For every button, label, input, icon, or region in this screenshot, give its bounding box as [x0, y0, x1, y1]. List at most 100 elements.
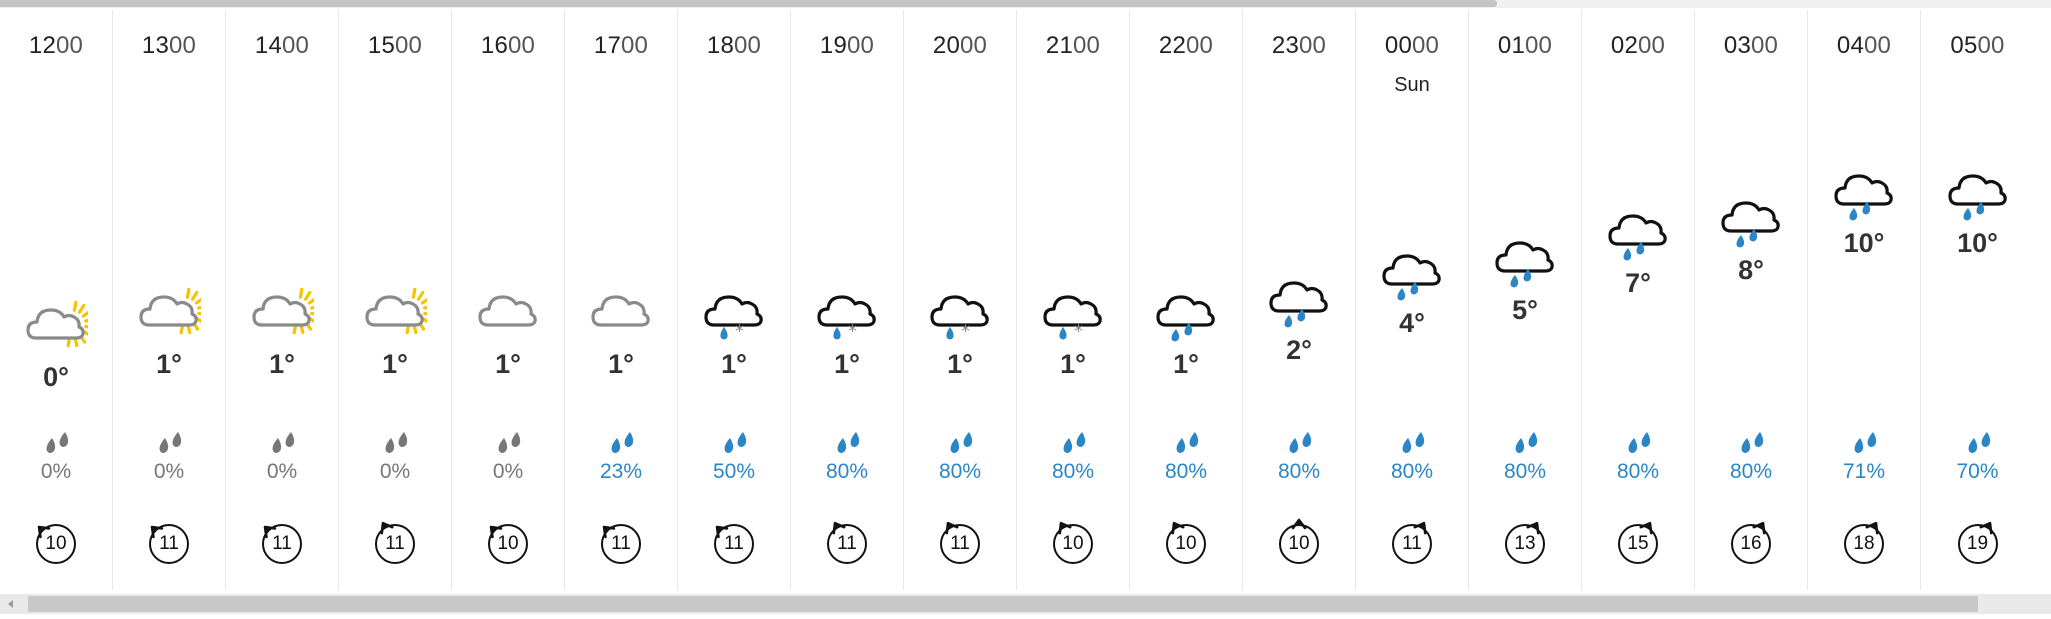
weather-summary: 1°	[452, 285, 564, 380]
weather-summary: * 1°	[678, 285, 790, 380]
wind-speed: 11	[601, 524, 641, 564]
precip-chance: 80%	[1503, 460, 1547, 483]
wind-speed: 19	[1957, 524, 1998, 564]
hour-label: 1200	[0, 32, 112, 60]
hour-column[interactable]: 0100 5° 80% 13	[1469, 10, 1582, 590]
weather-summary: 1°	[226, 285, 338, 380]
raindrops-icon	[791, 430, 903, 458]
horizontal-scrollbar-thumb[interactable]	[28, 596, 1978, 612]
hour-column[interactable]: 2100 * 1° 80% 10	[1017, 10, 1130, 590]
hourly-forecast-grid: 1200 0° 0% 10 1300 1° 0% 11 1400 1° 0% 11 1500 1° 0% 11…	[0, 10, 2051, 590]
minute-digits: 00	[1977, 32, 2005, 59]
minute-digits: 00	[169, 32, 197, 59]
precipitation: 80%	[1017, 430, 1129, 484]
precipitation: 70%	[1921, 430, 2034, 484]
hour-digits: 16	[480, 32, 508, 59]
hour-column[interactable]: 0000 Sun 4° 80% 11	[1356, 10, 1469, 590]
hour-label: 0100	[1469, 32, 1581, 60]
minute-digits: 00	[282, 32, 310, 59]
precip-chance: 71%	[1842, 460, 1886, 483]
hour-digits: 14	[254, 32, 282, 59]
hour-column[interactable]: 1500 1° 0% 11	[339, 10, 452, 590]
sleet-icon: *	[1017, 285, 1129, 345]
raindrops-icon	[1243, 430, 1355, 458]
weather-summary: * 1°	[791, 285, 903, 380]
hour-digits: 18	[706, 32, 734, 59]
precip-chance: 0%	[266, 460, 298, 483]
hour-column[interactable]: 1900 * 1° 80% 11	[791, 10, 904, 590]
precipitation: 0%	[452, 430, 564, 484]
hour-column[interactable]: 2200 1° 80% 10	[1130, 10, 1243, 590]
hour-column[interactable]: 1200 0° 0% 10	[0, 10, 113, 590]
raindrops-icon	[339, 430, 451, 458]
top-scrollbar-thumb[interactable]	[0, 0, 1497, 7]
cloud-icon	[565, 285, 677, 345]
wind-indicator: 11	[904, 520, 1016, 568]
hour-column[interactable]: 1800 * 1° 50% 11	[678, 10, 791, 590]
hour-column[interactable]: 0300 8° 80% 16	[1695, 10, 1808, 590]
weather-summary: 1°	[565, 285, 677, 380]
weather-summary: 8°	[1695, 191, 1807, 286]
precip-chance: 23%	[599, 460, 643, 483]
wind-indicator: 10	[1243, 518, 1355, 568]
weather-summary: 4°	[1356, 244, 1468, 339]
raindrops-icon	[1695, 430, 1807, 458]
precipitation: 0%	[113, 430, 225, 484]
temperature: 1°	[156, 348, 182, 379]
wind-speed: 10	[36, 524, 76, 564]
wind-speed: 15	[1618, 524, 1658, 564]
horizontal-scrollbar[interactable]	[0, 594, 2051, 614]
precip-chance: 80%	[1616, 460, 1660, 483]
svg-text:*: *	[848, 321, 857, 342]
hour-column[interactable]: 1700 1° 23% 11	[565, 10, 678, 590]
minute-digits: 00	[508, 32, 536, 59]
minute-digits: 00	[960, 32, 988, 59]
scroll-left-arrow-icon[interactable]	[0, 594, 22, 614]
hour-label: 0500	[1921, 32, 2034, 60]
hour-label: 0300	[1695, 32, 1807, 60]
raindrops-icon	[113, 430, 225, 458]
hour-column[interactable]: 0200 7° 80% 15	[1582, 10, 1695, 590]
precip-chance: 80%	[938, 460, 982, 483]
minute-digits: 00	[847, 32, 875, 59]
raindrops-icon	[1921, 430, 2034, 458]
minute-digits: 00	[395, 32, 423, 59]
wind-speed: 10	[488, 524, 528, 564]
minute-digits: 00	[1751, 32, 1779, 59]
hour-column[interactable]: 2000 * 1° 80% 11	[904, 10, 1017, 590]
precipitation: 23%	[565, 430, 677, 484]
hour-label: 1600	[452, 32, 564, 60]
hour-column[interactable]: 2300 2° 80% 10	[1243, 10, 1356, 590]
day-label: Sun	[1394, 74, 1430, 96]
wind-speed: 13	[1505, 524, 1545, 564]
rain-icon	[1243, 271, 1355, 331]
precip-chance: 0%	[492, 460, 524, 483]
hour-digits: 21	[1045, 32, 1073, 59]
wind-speed: 11	[1392, 524, 1432, 564]
hour-column[interactable]: 1400 1° 0% 11	[226, 10, 339, 590]
raindrops-icon	[1469, 430, 1581, 458]
hour-digits: 02	[1610, 32, 1638, 59]
hour-label: 0200	[1582, 32, 1694, 60]
hour-label: 0000	[1356, 32, 1468, 60]
top-scrollbar[interactable]	[0, 0, 2051, 8]
minute-digits: 00	[1186, 32, 1214, 59]
temperature: 1°	[1173, 348, 1199, 379]
temperature: 8°	[1738, 254, 1764, 285]
temperature: 1°	[947, 348, 973, 379]
rain-icon	[1469, 231, 1581, 291]
precipitation: 0%	[0, 430, 112, 484]
precipitation: 0%	[226, 430, 338, 484]
wind-indicator: 10	[1130, 520, 1242, 568]
temperature: 7°	[1625, 268, 1651, 299]
hour-column[interactable]: 0400 10° 71% 18	[1808, 10, 1921, 590]
wind-indicator: 11	[113, 520, 225, 568]
hour-column[interactable]: 1300 1° 0% 11	[113, 10, 226, 590]
temperature: 2°	[1286, 335, 1312, 366]
minute-digits: 00	[1638, 32, 1666, 59]
hour-column[interactable]: 1600 1° 0% 10	[452, 10, 565, 590]
hour-digits: 05	[1950, 32, 1978, 59]
hour-column[interactable]: 0500 10° 70% 19	[1921, 10, 2034, 590]
hour-digits: 20	[932, 32, 960, 59]
hour-label: 1500	[339, 32, 451, 60]
